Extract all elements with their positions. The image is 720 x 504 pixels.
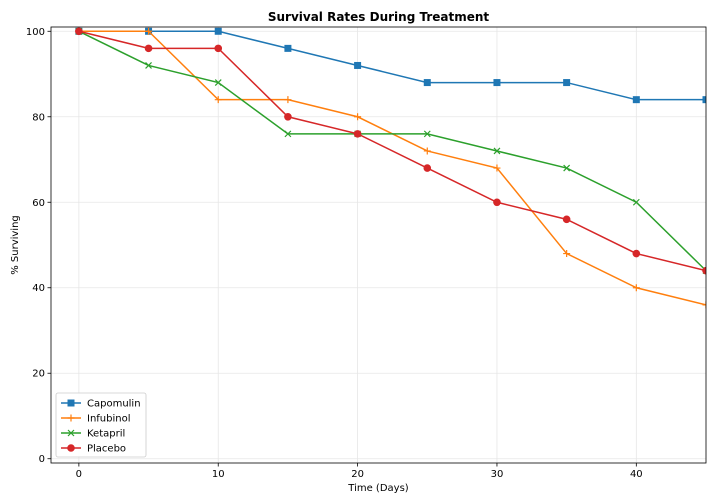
data-point-infubinol: [354, 113, 362, 121]
y-tick-label: 0: [39, 454, 45, 465]
x-axis-label: Time (Days): [347, 483, 409, 494]
y-axis-label: % Surviving: [10, 215, 21, 275]
data-point-placebo: [562, 215, 571, 224]
data-point-placebo: [214, 44, 223, 53]
y-tick-label: 80: [32, 112, 45, 123]
x-tick-label: 40: [630, 469, 643, 480]
ticks: 0 10 20 30 40 0 20 40 60 80 100: [26, 27, 643, 480]
data-point-infubinol: [563, 250, 571, 258]
data-point-capomulin: [632, 96, 640, 104]
legend-marker-capomulin: [67, 399, 75, 407]
legend-marker-infubinol: [67, 414, 75, 422]
data-point-placebo: [423, 164, 432, 172]
plot-frame: [50, 26, 707, 464]
data-point-infubinol: [145, 27, 153, 35]
y-tick-label: 20: [32, 369, 45, 380]
legend-marker-placebo: [67, 444, 75, 452]
data-point-infubinol: [493, 164, 501, 172]
data-point-ketapril: [632, 198, 640, 206]
y-tick-label: 100: [26, 27, 45, 38]
chart-title: Survival Rates During Treatment: [268, 10, 490, 24]
data-point-placebo: [493, 198, 501, 207]
legend-item-ketapril: Ketapril: [61, 429, 125, 440]
x-tick-label: 30: [491, 469, 504, 480]
data-point-capomulin: [493, 79, 501, 87]
data-point-placebo: [284, 112, 292, 121]
data-point-capomulin: [214, 27, 222, 35]
data-point-placebo: [632, 249, 641, 258]
data-point-ketapril: [493, 147, 501, 155]
legend-box: [55, 392, 147, 458]
data-point-infubinol: [632, 284, 640, 292]
data-point-placebo: [702, 266, 706, 275]
data-point-capomulin: [563, 79, 571, 87]
data-point-ketapril: [563, 164, 571, 172]
data-point-capomulin: [423, 79, 431, 87]
data-point-ketapril: [214, 79, 222, 86]
series-line-capomulin: [78, 30, 706, 101]
x-tick-label: 10: [212, 469, 225, 480]
series-placebo: [75, 27, 706, 275]
data-point-infubinol: [702, 301, 706, 309]
data-point-placebo: [75, 27, 83, 36]
data-point-ketapril: [423, 130, 431, 138]
legend-label-placebo: Placebo: [87, 444, 126, 455]
series-line-infubinol: [78, 30, 706, 306]
data-point-ketapril: [284, 130, 292, 138]
data-point-infubinol: [214, 96, 222, 104]
data-point-infubinol: [284, 96, 292, 104]
legend-marker-ketapril: [67, 429, 75, 437]
data-point-ketapril: [145, 62, 152, 69]
legend-item-capomulin: Capomulin: [61, 399, 141, 410]
data-point-placebo: [144, 44, 153, 53]
data-point-placebo: [353, 130, 362, 138]
series-infubinol: [75, 27, 706, 309]
data-point-capomulin: [284, 44, 292, 52]
legend-label-infubinol: Infubinol: [87, 414, 131, 425]
legend-item-infubinol: Infubinol: [61, 414, 131, 425]
series-line-ketapril: [78, 30, 706, 272]
series-line-placebo: [78, 30, 706, 272]
series-layer: [75, 27, 706, 309]
data-point-infubinol: [423, 147, 431, 155]
series-capomulin: [75, 27, 706, 104]
x-tick-label: 20: [351, 469, 364, 480]
legend: Capomulin Infubinol Ketapril Placebo: [55, 392, 147, 458]
legend-item-placebo: Placebo: [61, 444, 126, 455]
y-tick-label: 40: [32, 283, 45, 294]
legend-label-ketapril: Ketapril: [87, 429, 125, 440]
legend-label-capomulin: Capomulin: [87, 399, 141, 410]
y-tick-label: 60: [32, 198, 45, 209]
x-tick-label: 0: [76, 469, 82, 480]
data-point-capomulin: [702, 96, 706, 104]
data-point-capomulin: [354, 61, 362, 69]
